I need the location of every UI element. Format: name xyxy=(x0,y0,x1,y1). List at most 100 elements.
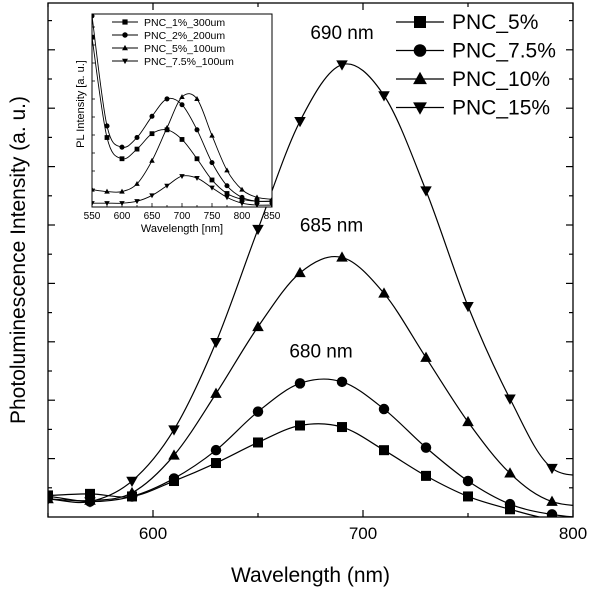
x-tick-label: 800 xyxy=(559,524,587,543)
inset-data-point xyxy=(164,124,170,130)
inset-data-point xyxy=(194,176,200,181)
data-point xyxy=(295,420,305,431)
inset-x-tick-label: 650 xyxy=(144,211,161,222)
inset-legend-label: PNC_2%_200um xyxy=(144,30,225,42)
data-point xyxy=(294,116,306,128)
data-point xyxy=(546,495,558,506)
inset-data-point xyxy=(149,193,155,199)
inset-data-point xyxy=(239,186,245,192)
inset-data-point xyxy=(134,199,140,205)
inset-legend-marker xyxy=(122,32,128,38)
inset-data-point xyxy=(92,14,95,19)
legend-marker xyxy=(413,44,427,57)
data-point xyxy=(168,425,180,436)
data-point xyxy=(252,224,264,236)
inset-data-point xyxy=(104,135,110,140)
series-triangle-down xyxy=(48,60,573,508)
inset-legend-label: PNC_1%_300um xyxy=(144,17,225,29)
data-point xyxy=(126,486,138,498)
data-point xyxy=(421,470,431,481)
data-point xyxy=(168,449,180,460)
inset-data-point xyxy=(254,198,260,204)
inset-legend-marker xyxy=(122,19,128,25)
inset-data-point xyxy=(92,34,95,40)
data-point xyxy=(462,302,474,313)
peak-annotation: 690 nm xyxy=(310,23,373,44)
inset-series-triangle xyxy=(92,93,272,202)
inset-data-point xyxy=(209,185,215,191)
inset-data-point xyxy=(269,203,272,207)
inset-data-point xyxy=(194,96,200,101)
inset-legend-marker xyxy=(122,58,128,65)
data-point xyxy=(210,337,222,349)
inset-data-point xyxy=(254,203,260,207)
inset-data-point xyxy=(224,195,230,201)
data-point xyxy=(463,491,473,502)
inset-x-tick-label: 750 xyxy=(204,211,221,222)
inset-legend-label: PNC_5%_100um xyxy=(144,43,225,55)
inset-data-point xyxy=(104,188,110,194)
inset-x-tick-label: 600 xyxy=(114,211,131,222)
legend-marker xyxy=(413,71,427,85)
data-point xyxy=(252,320,264,332)
inset-data-point xyxy=(149,157,155,163)
y-axis-label: Photoluminescence Intensity (a. u.) xyxy=(7,96,30,424)
inset-series-triangle-down xyxy=(92,174,272,207)
inset-data-point xyxy=(224,167,230,173)
data-point xyxy=(336,376,348,388)
data-point xyxy=(420,351,432,362)
inset-data-point xyxy=(149,113,155,119)
data-point xyxy=(378,91,390,102)
data-point xyxy=(504,467,516,478)
inset-x-tick-label: 550 xyxy=(84,211,101,222)
data-point xyxy=(84,497,96,508)
inset-data-point xyxy=(164,96,170,102)
legend-label: PNC_7.5% xyxy=(452,40,556,63)
data-point xyxy=(420,186,432,197)
inset-data-point xyxy=(194,127,200,133)
x-tick-label: 600 xyxy=(139,524,167,543)
inset-data-point xyxy=(119,156,125,162)
inset-data-point xyxy=(239,201,245,207)
inset-data-point xyxy=(92,201,95,207)
data-point xyxy=(294,266,306,278)
data-point xyxy=(504,394,516,405)
inset-data-point xyxy=(149,131,155,137)
peak-annotation: 680 nm xyxy=(289,342,352,363)
data-point xyxy=(336,251,348,262)
inset-data-point xyxy=(224,191,230,196)
data-point xyxy=(210,387,222,398)
data-point xyxy=(462,475,474,487)
data-point xyxy=(126,476,138,488)
inset-data-point xyxy=(179,102,185,108)
inset-data-point xyxy=(104,201,110,207)
inset-data-point xyxy=(239,194,245,200)
data-point xyxy=(337,422,347,433)
data-point xyxy=(378,287,390,298)
inset-series-circle xyxy=(92,14,272,204)
data-point xyxy=(546,509,558,517)
inset-x-tick-label: 850 xyxy=(264,211,281,222)
x-tick-label: 700 xyxy=(349,524,377,543)
data-point xyxy=(336,60,348,71)
inset-data-point xyxy=(209,132,215,138)
inset-data-point xyxy=(179,174,185,179)
inset-data-point xyxy=(179,137,185,142)
inset-x-tick-label: 800 xyxy=(234,211,251,222)
data-point xyxy=(48,494,54,506)
inset-y-axis-label: PL Intensity [a. u.] xyxy=(75,60,87,148)
series-triangle xyxy=(48,251,573,507)
inset-data-point xyxy=(104,123,110,129)
inset-data-point xyxy=(254,194,260,200)
inset-legend-label: PNC_7.5%_100um xyxy=(144,56,234,68)
series-line xyxy=(48,63,573,504)
x-axis-label: Wavelength (nm) xyxy=(231,564,390,587)
inset-data-point xyxy=(164,183,170,189)
data-point xyxy=(85,488,95,499)
inset-data-point xyxy=(209,160,215,166)
inset-x-axis-label: Wavelength [nm] xyxy=(141,223,223,235)
inset-legend-marker xyxy=(122,44,128,51)
data-point xyxy=(379,445,389,456)
inset-data-point xyxy=(119,188,125,194)
